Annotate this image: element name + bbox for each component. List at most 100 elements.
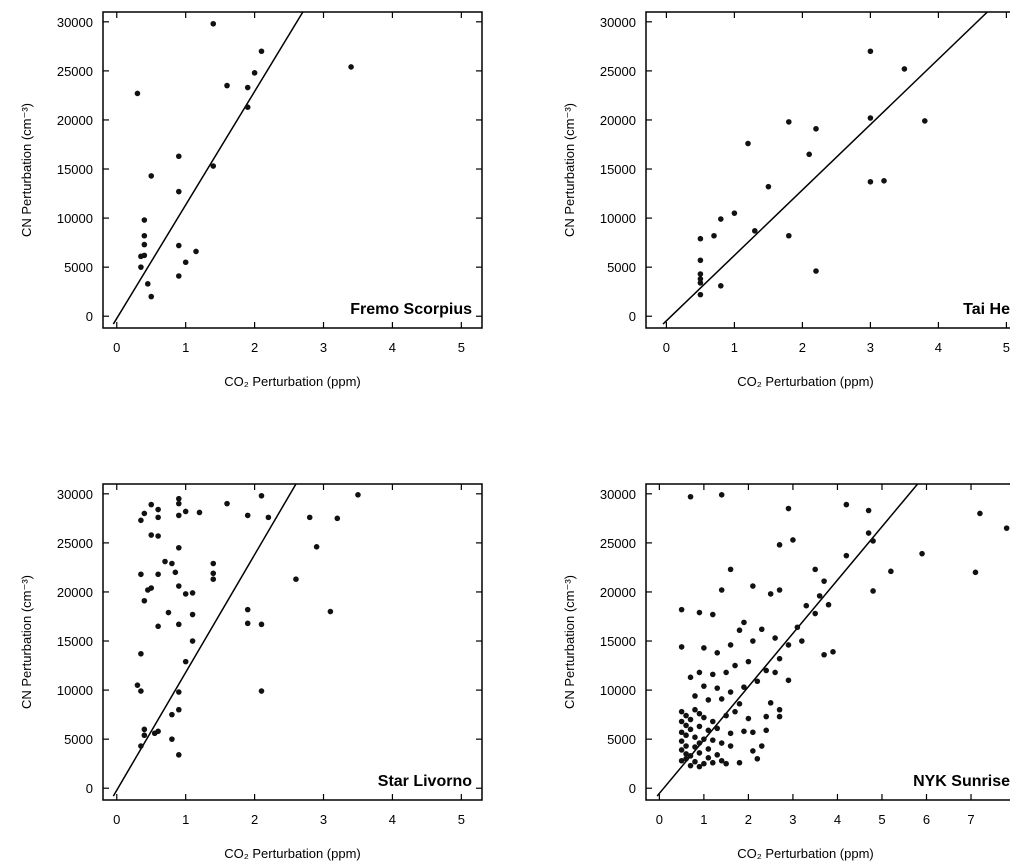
scatter-chart-nyk-sunrise: 012345678050001000015000200002500030000N… [562, 483, 1010, 861]
plot-frame [645, 483, 1010, 801]
data-point [258, 492, 265, 499]
data-point [678, 757, 685, 764]
data-point [696, 723, 703, 730]
x-axis-title: CO₂ Perturbation (ppm) [737, 374, 874, 389]
data-point [348, 64, 354, 70]
data-point [687, 493, 694, 500]
data-point [714, 685, 721, 691]
data-point [151, 730, 158, 737]
data-point [718, 491, 725, 498]
data-point [718, 587, 725, 593]
data-point [678, 606, 685, 613]
data-point [727, 566, 734, 573]
y-axis-title: CN Perturbation (cm⁻³) [19, 103, 34, 237]
data-point [794, 624, 801, 631]
data-point [977, 510, 983, 517]
y-tick-label: 20000 [600, 113, 636, 128]
data-point [758, 743, 765, 749]
x-tick-label: 5 [878, 812, 885, 827]
data-point [718, 283, 724, 289]
data-point [816, 593, 823, 599]
data-point [141, 732, 148, 739]
data-point [843, 501, 850, 508]
x-tick-label: 2 [251, 340, 258, 355]
data-point [709, 759, 716, 766]
data-point [763, 713, 770, 720]
scatter-chart-fremo-scorpius: 0 1 2 3 4 5 0 5000 10000 15000 20000 25000 30000 Frem… [19, 11, 483, 389]
data-point [709, 611, 716, 618]
data-point [697, 271, 704, 277]
data-point [754, 678, 761, 685]
data-point [697, 291, 704, 298]
data-point [678, 644, 685, 650]
data-point [176, 512, 182, 519]
scatter-chart-star-livorno: 0 1 2 3 4 5 0 5000 10000 15000 20000 25000 30000 Star… [19, 483, 483, 861]
data-point [265, 514, 272, 521]
data-point [732, 708, 738, 715]
y-tick-label: 15000 [600, 634, 636, 649]
data-point [741, 619, 747, 626]
data-point [786, 232, 792, 239]
data-point [176, 706, 182, 713]
data-point [138, 743, 144, 749]
data-point [785, 505, 792, 512]
data-point [745, 140, 751, 147]
data-point [972, 569, 979, 576]
y-tick-label: 20000 [600, 585, 636, 600]
fit-line [112, 484, 297, 797]
data-point [786, 119, 792, 125]
x-tick-label: 3 [320, 340, 327, 355]
data-point [697, 280, 704, 286]
data-point [678, 708, 685, 715]
data-point [776, 655, 783, 662]
x-tick-label: 0 [113, 340, 120, 355]
data-point [843, 552, 850, 559]
data-point [138, 650, 144, 657]
data-point [138, 517, 144, 524]
data-point [224, 82, 230, 89]
data-point [327, 608, 334, 615]
data-point [754, 755, 761, 762]
data-point [148, 501, 155, 508]
y-tick-label: 5000 [64, 732, 93, 747]
data-point [701, 645, 707, 651]
data-point [138, 253, 144, 260]
data-point [313, 544, 320, 550]
x-tick-label: 2 [251, 812, 258, 827]
data-point [745, 715, 752, 722]
data-point [865, 507, 872, 514]
data-point [867, 115, 874, 121]
data-point [767, 700, 774, 706]
data-point [210, 560, 217, 567]
data-point [732, 662, 738, 669]
data-point [727, 743, 734, 749]
plot-frame [102, 11, 483, 329]
data-point [714, 752, 721, 758]
y-tick-label: 30000 [57, 15, 93, 30]
data-point [776, 706, 783, 713]
ship-name-label: Tai He [963, 301, 1010, 318]
y-tick-label: 25000 [57, 536, 93, 551]
x-tick-label: 1 [182, 340, 189, 355]
data-point [813, 268, 819, 274]
data-point [723, 760, 729, 767]
data-point [687, 716, 694, 723]
data-point [919, 550, 925, 557]
data-point [155, 623, 161, 630]
data-point [683, 722, 689, 729]
y-tick-label: 0 [629, 309, 636, 324]
y-axis-title: CN Perturbation (cm⁻³) [562, 103, 577, 237]
data-point [718, 216, 724, 222]
data-point [138, 264, 144, 270]
data-point [711, 232, 717, 239]
data-point [683, 751, 689, 757]
x-tick-label: 0 [663, 340, 670, 355]
data-point [714, 725, 721, 732]
data-point [785, 677, 792, 684]
y-tick-label: 20000 [57, 585, 93, 600]
data-point [134, 90, 141, 97]
data-point [709, 671, 716, 678]
data-point [776, 587, 783, 593]
x-tick-label: 3 [789, 812, 796, 827]
y-tick-label: 0 [86, 309, 93, 324]
